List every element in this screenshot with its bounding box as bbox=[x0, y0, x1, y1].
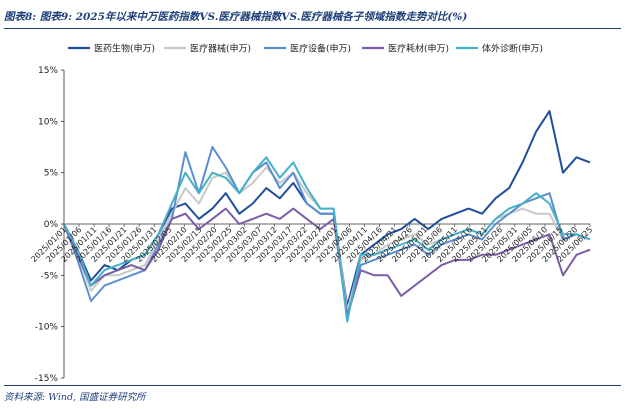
y-tick-label: -15% bbox=[35, 374, 59, 384]
legend-item: 医疗器械(申万) bbox=[164, 43, 251, 55]
legend-label: 医药生物(申万) bbox=[94, 43, 155, 55]
source-divider bbox=[4, 385, 621, 386]
legend-label: 医疗耗材(申万) bbox=[388, 43, 449, 55]
legend-label: 医疗器械(申万) bbox=[190, 43, 251, 55]
legend-item: 医疗设备(申万) bbox=[264, 43, 351, 55]
legend-item: 医疗耗材(申万) bbox=[362, 43, 449, 55]
y-tick-label: 10% bbox=[38, 117, 58, 127]
legend-label: 体外诊断(申万) bbox=[482, 43, 543, 55]
y-tick-label: -5% bbox=[40, 271, 58, 281]
title-divider bbox=[4, 28, 621, 29]
y-tick-label: -10% bbox=[35, 323, 59, 333]
y-tick-label: 5% bbox=[44, 169, 59, 179]
series-line-4 bbox=[63, 207, 591, 318]
y-tick-label: 0% bbox=[44, 220, 59, 230]
chart-legend: 医药生物(申万) 医疗器械(申万) 医疗设备(申万) 医疗耗材(申万) 体外诊断(申万) bbox=[68, 43, 543, 55]
y-tick-label: 15% bbox=[38, 66, 58, 76]
line-chart: 医药生物(申万) 医疗器械(申万) 医疗设备(申万) 医疗耗材(申万) 体外诊断(申万)… bbox=[29, 43, 594, 385]
series-line-3 bbox=[63, 146, 591, 318]
series-line-5 bbox=[63, 156, 591, 323]
data-source-note: 资料来源: Wind, 国盛证券研究所 bbox=[4, 392, 146, 403]
chart-series bbox=[63, 110, 591, 323]
legend-label: 医疗设备(申万) bbox=[290, 43, 351, 55]
legend-item: 体外诊断(申万) bbox=[456, 43, 543, 55]
x-axis-tick-labels: 2025/01/012025/01/062025/01/112025/01/16… bbox=[29, 224, 594, 264]
chart-axes: 15% 10% 5% 0% -5% -10% -15% bbox=[35, 66, 590, 384]
legend-item: 医药生物(申万) bbox=[68, 43, 155, 55]
figure-title: 图表8: 图表9: 2025年以来中万医药指数VS.医疗器械指数VS.医疗器械各… bbox=[4, 11, 468, 23]
